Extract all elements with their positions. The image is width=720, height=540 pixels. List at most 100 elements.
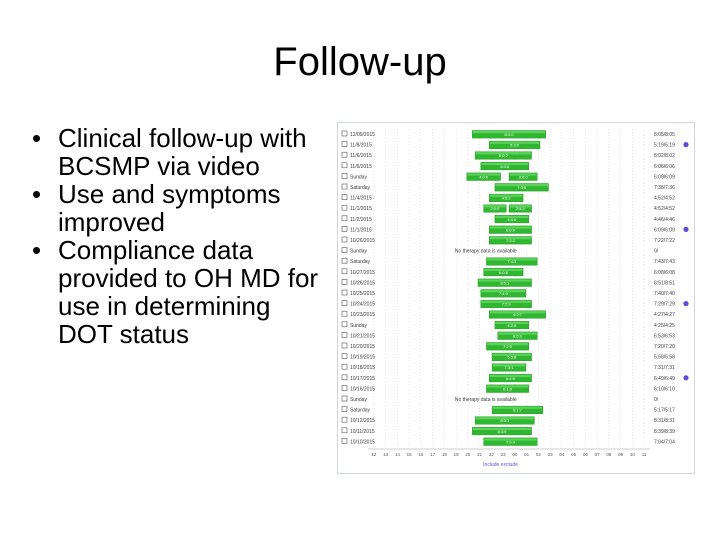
usage-bar-highlight xyxy=(486,258,537,261)
row-date-label: Saturday xyxy=(350,259,371,265)
row-date-label: 10/27/2015 xyxy=(350,270,375,276)
row-checkbox[interactable] xyxy=(341,257,348,264)
row-date-label: 10/12/2015 xyxy=(350,418,375,424)
x-tick-label: 11 xyxy=(642,452,647,457)
row-checkbox[interactable] xyxy=(341,406,348,412)
row-checkbox[interactable] xyxy=(341,321,348,328)
row-usage-time: 5:58/5:58 xyxy=(654,355,675,361)
usage-bar-highlight xyxy=(489,311,546,314)
row-checkbox[interactable] xyxy=(341,300,348,306)
row-date-label: 11/2/2015 xyxy=(350,217,372,223)
usage-bar-label: 6:5:3 xyxy=(513,333,523,338)
row-checkbox[interactable] xyxy=(341,427,348,434)
no-data-message: No therapy data is available xyxy=(455,397,517,403)
usage-bar-highlight xyxy=(489,141,540,144)
usage-bar xyxy=(489,225,532,234)
x-tick-label: 10 xyxy=(630,452,636,457)
row-usage-time: 6:08/6:08 xyxy=(654,270,675,276)
usage-bar-highlight xyxy=(481,290,526,293)
row-usage-time: 4:27/4:27 xyxy=(654,312,675,318)
row-checkbox[interactable] xyxy=(341,438,348,444)
row-checkbox[interactable] xyxy=(341,194,348,200)
usage-bar-label: 6:0:9 xyxy=(506,227,516,232)
usage-bar-highlight xyxy=(486,385,529,388)
info-icon[interactable] xyxy=(683,375,689,381)
row-date-label: Sunday xyxy=(350,249,367,255)
row-checkbox[interactable] xyxy=(341,162,348,169)
row-date-label: Saturday xyxy=(350,408,371,414)
row-checkbox[interactable] xyxy=(341,215,348,222)
row-checkbox[interactable] xyxy=(341,279,348,285)
x-tick-label: 08 xyxy=(606,452,612,457)
row-checkbox[interactable] xyxy=(341,385,348,391)
bullet-icon: • xyxy=(32,235,42,265)
row-checkbox[interactable] xyxy=(341,363,348,370)
row-usage-time: 8:02/8:02 xyxy=(654,153,675,159)
usage-bar-label: 7:2:0 xyxy=(503,344,513,349)
usage-bar xyxy=(486,257,538,266)
row-usage-time: 6:10/6:10 xyxy=(654,386,675,392)
row-checkbox[interactable] xyxy=(341,268,348,275)
usage-bar-highlight xyxy=(495,321,529,324)
usage-bar xyxy=(486,342,529,351)
row-date-label: 10/17/2015 xyxy=(350,376,375,382)
x-tick-label: 09 xyxy=(618,452,624,457)
row-checkbox[interactable] xyxy=(341,395,348,402)
row-checkbox[interactable] xyxy=(341,226,348,232)
row-date-label: 10/26/2015 xyxy=(350,238,375,244)
row-checkbox[interactable] xyxy=(341,310,348,317)
row-usage-time: 7:36/7:36 xyxy=(654,185,675,191)
usage-bar-label: 7:4:0 xyxy=(499,291,509,296)
row-usage-time: 7:43/7:43 xyxy=(654,259,675,265)
row-checkbox[interactable] xyxy=(341,342,348,349)
info-icon[interactable] xyxy=(683,226,689,232)
row-checkbox[interactable] xyxy=(341,236,348,243)
usage-bar xyxy=(480,299,532,308)
row-date-label: 10/11/2015 xyxy=(350,429,375,435)
row-checkbox[interactable] xyxy=(341,204,348,211)
row-date-label: Sunday xyxy=(350,323,367,329)
row-usage-time: 4:52/4:52 xyxy=(654,206,675,212)
row-usage-time: 7:31/7:31 xyxy=(654,365,675,371)
include-exclude-link[interactable]: Include exclude xyxy=(483,462,518,468)
usage-bar-highlight xyxy=(478,279,532,282)
usage-bar xyxy=(491,352,532,361)
row-date-label: Sunday xyxy=(350,174,367,180)
usage-bar xyxy=(508,204,532,213)
usage-bar xyxy=(483,437,538,446)
usage-bar-label: 4:2:7 xyxy=(513,312,523,317)
row-checkbox[interactable] xyxy=(341,247,348,253)
bullet-item: • Use and symptoms improved xyxy=(28,180,320,236)
usage-bar xyxy=(472,130,546,139)
info-icon[interactable] xyxy=(683,301,689,307)
row-checkbox[interactable] xyxy=(341,141,348,147)
usage-bar xyxy=(497,331,538,340)
usage-bar xyxy=(483,268,524,277)
x-tick-label: 06 xyxy=(583,452,589,457)
usage-bar-highlight xyxy=(489,226,532,229)
usage-bar-label: 4:5:2 xyxy=(502,196,512,201)
row-checkbox[interactable] xyxy=(341,130,348,137)
usage-bar-highlight xyxy=(484,205,506,208)
row-checkbox[interactable] xyxy=(341,416,348,423)
row-checkbox[interactable] xyxy=(341,183,348,190)
usage-bar-highlight xyxy=(489,194,523,197)
usage-bar-label: 4:4:6 xyxy=(507,217,517,222)
row-checkbox[interactable] xyxy=(341,289,348,296)
row-date-label: 10/25/2015 xyxy=(350,291,375,297)
usage-bar xyxy=(489,374,532,383)
usage-report-screenshot: 12/09/2015 8:0:0 8:05/8:05 11/8/2015 5:3:0 5:… xyxy=(337,122,695,474)
x-tick-label: 17 xyxy=(430,452,436,457)
row-date-label: 10/24/2015 xyxy=(350,302,375,308)
row-checkbox[interactable] xyxy=(341,173,348,179)
row-checkbox[interactable] xyxy=(341,151,348,158)
usage-bar xyxy=(472,427,532,436)
row-checkbox[interactable] xyxy=(341,353,348,359)
usage-bar xyxy=(489,140,541,149)
usage-bar-label: 5:3:0 xyxy=(510,143,520,148)
row-checkbox[interactable] xyxy=(341,332,348,338)
row-checkbox[interactable] xyxy=(341,374,348,381)
row-usage-time: 6:53/6:53 xyxy=(654,333,675,339)
info-icon[interactable] xyxy=(683,142,689,148)
usage-bar-label: 7:4:3 xyxy=(507,259,517,264)
